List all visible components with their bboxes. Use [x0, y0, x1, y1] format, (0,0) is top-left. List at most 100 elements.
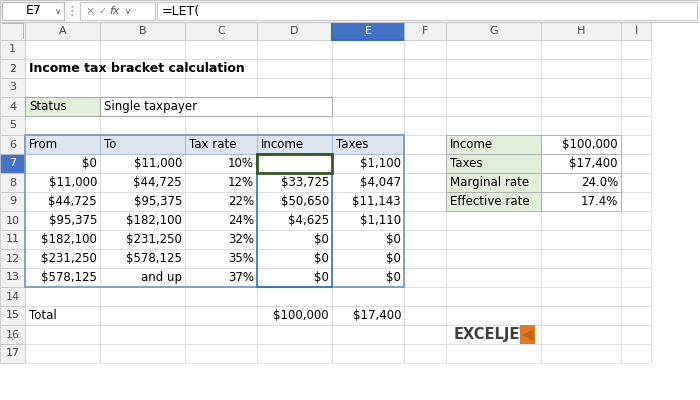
Text: $0: $0	[386, 233, 401, 246]
Bar	[100, 230, 185, 249]
Bar	[332, 344, 404, 363]
Text: $4,047: $4,047	[360, 176, 401, 189]
Bar	[621, 287, 651, 306]
Bar	[185, 192, 257, 211]
Bar	[185, 230, 257, 249]
Bar	[100, 78, 185, 97]
Text: 24%: 24%	[228, 214, 254, 227]
Text: E: E	[365, 26, 372, 36]
Bar	[257, 344, 332, 363]
Text: $0: $0	[314, 252, 329, 265]
Bar	[404, 211, 446, 230]
Bar	[332, 249, 404, 268]
Text: $231,250: $231,250	[41, 252, 97, 265]
Bar	[446, 344, 541, 363]
Bar	[446, 268, 541, 287]
Bar	[257, 211, 332, 230]
Bar	[0, 97, 25, 116]
Bar	[185, 173, 257, 192]
Bar	[404, 230, 446, 249]
Bar	[25, 59, 100, 78]
Text: 12%: 12%	[228, 176, 254, 189]
Bar	[541, 306, 621, 325]
Bar	[446, 40, 541, 59]
Bar	[100, 116, 185, 135]
Bar	[446, 154, 541, 173]
Bar	[404, 40, 446, 59]
Text: $0: $0	[82, 157, 97, 170]
Bar	[185, 135, 257, 154]
Text: Effective rate: Effective rate	[450, 195, 530, 208]
Bar	[25, 135, 100, 154]
Text: Income: Income	[261, 138, 304, 151]
Bar	[100, 287, 185, 306]
Bar	[25, 135, 404, 287]
Text: ✓: ✓	[99, 6, 107, 16]
Bar	[332, 306, 404, 325]
Bar	[257, 230, 332, 249]
Bar	[332, 59, 404, 78]
Bar	[0, 78, 25, 97]
Bar	[25, 97, 100, 116]
Text: ⋮: ⋮	[66, 4, 78, 18]
Text: $0: $0	[386, 271, 401, 284]
Bar	[541, 59, 621, 78]
Bar	[25, 211, 100, 230]
Text: 17.4%: 17.4%	[580, 195, 618, 208]
Bar	[332, 230, 404, 249]
Bar	[621, 325, 651, 344]
Bar	[25, 154, 100, 173]
Bar	[0, 22, 25, 40]
Text: ∨: ∨	[55, 6, 61, 16]
Bar	[25, 230, 100, 249]
Bar	[257, 97, 332, 116]
Bar	[541, 135, 621, 154]
Text: $231,250: $231,250	[126, 233, 182, 246]
Bar	[446, 173, 541, 192]
Text: 15: 15	[6, 310, 20, 320]
Bar	[25, 40, 100, 59]
Bar	[185, 40, 257, 59]
Bar	[541, 22, 621, 40]
Text: 37%: 37%	[228, 271, 254, 284]
Bar	[332, 211, 404, 230]
Bar	[621, 211, 651, 230]
Bar	[404, 287, 446, 306]
Bar	[25, 154, 100, 173]
Text: ◀: ◀	[522, 327, 533, 342]
Bar	[541, 78, 621, 97]
Text: $11,143: $11,143	[352, 195, 401, 208]
Bar	[257, 22, 332, 40]
Bar	[100, 268, 185, 287]
Bar	[621, 192, 651, 211]
Text: 3: 3	[9, 82, 16, 92]
Bar	[541, 192, 621, 211]
Bar	[0, 59, 25, 78]
Bar	[621, 154, 651, 173]
Text: $0: $0	[314, 233, 329, 246]
Bar	[446, 192, 541, 211]
Bar	[185, 249, 257, 268]
Bar	[100, 154, 185, 173]
Bar	[541, 173, 621, 192]
Bar	[185, 154, 257, 173]
Text: $182,100: $182,100	[41, 233, 97, 246]
Bar	[100, 135, 185, 154]
Bar	[446, 249, 541, 268]
Bar	[100, 192, 185, 211]
Text: 2: 2	[9, 64, 16, 74]
Bar	[332, 268, 404, 287]
Bar	[404, 344, 446, 363]
Bar	[541, 344, 621, 363]
Bar	[25, 78, 100, 97]
Text: 10%: 10%	[228, 157, 254, 170]
Bar	[404, 78, 446, 97]
Text: $0: $0	[314, 271, 329, 284]
Bar	[257, 116, 332, 135]
Text: 32%: 32%	[228, 233, 254, 246]
Text: $95,375: $95,375	[134, 195, 182, 208]
Bar	[185, 192, 257, 211]
Text: I: I	[634, 26, 638, 36]
Text: $33,725: $33,725	[281, 176, 329, 189]
Bar	[25, 268, 100, 287]
